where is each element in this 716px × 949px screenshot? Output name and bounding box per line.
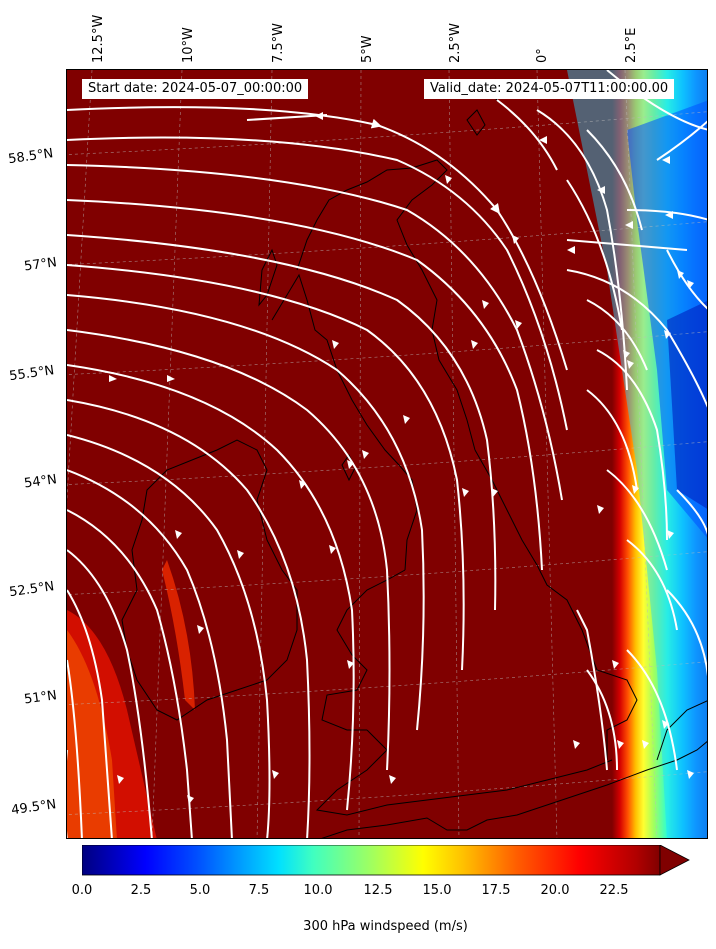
colorbar-tick-7-5: 7.5 — [248, 883, 270, 898]
colorbar — [82, 845, 690, 876]
colorbar-label: 300 hPa windspeed (m/s) — [303, 919, 468, 934]
colorbar-tick-5: 5.0 — [189, 883, 211, 898]
streamlines — [67, 70, 707, 838]
lon-label-10w: 10°W — [181, 27, 196, 63]
lon-label-5w: 5°W — [360, 35, 375, 63]
colorbar-tick-2-5: 2.5 — [130, 883, 152, 898]
colorbar-tick-22-5: 22.5 — [599, 883, 629, 898]
lon-label-7-5w: 7.5°W — [271, 22, 286, 63]
lon-label-0: 0° — [535, 48, 550, 63]
colorbar-tick-15: 15.0 — [422, 883, 452, 898]
lat-label-55-5n: 55.5°N — [8, 363, 56, 385]
jet-edge-gradient — [447, 70, 707, 838]
colorbar-tick-0: 0.0 — [71, 883, 93, 898]
valid-date-label: Valid_date: 2024-05-07T11:00:00.00 — [424, 79, 675, 99]
lat-label-52-5n: 52.5°N — [8, 579, 56, 601]
lat-label-57n: 57°N — [23, 255, 58, 275]
colorbar-tick-12-5: 12.5 — [363, 883, 393, 898]
start-date-label: Start date: 2024-05-07_00:00:00 — [82, 79, 309, 99]
colorbar-gradient — [82, 845, 661, 876]
colorbar-tick-17-5: 17.5 — [481, 883, 511, 898]
colorbar-extend-arrow — [659, 845, 690, 876]
lon-label-2-5e: 2.5°E — [624, 27, 639, 63]
lon-label-12-5w: 12.5°W — [91, 14, 106, 63]
lat-label-51n: 51°N — [23, 688, 58, 708]
streamline-arrows — [109, 112, 694, 804]
colorbar-tick-20: 20.0 — [540, 883, 570, 898]
windspeed-map — [67, 70, 707, 838]
lat-label-54n: 54°N — [23, 472, 58, 492]
lat-label-49-5n: 49.5°N — [10, 797, 58, 819]
map-panel: Start date: 2024-05-07_00:00:00 Valid_da… — [66, 69, 708, 839]
colorbar-tick-10: 10.0 — [303, 883, 333, 898]
lat-label-58-5n: 58.5°N — [7, 146, 55, 168]
lon-label-2-5w: 2.5°W — [448, 22, 463, 63]
